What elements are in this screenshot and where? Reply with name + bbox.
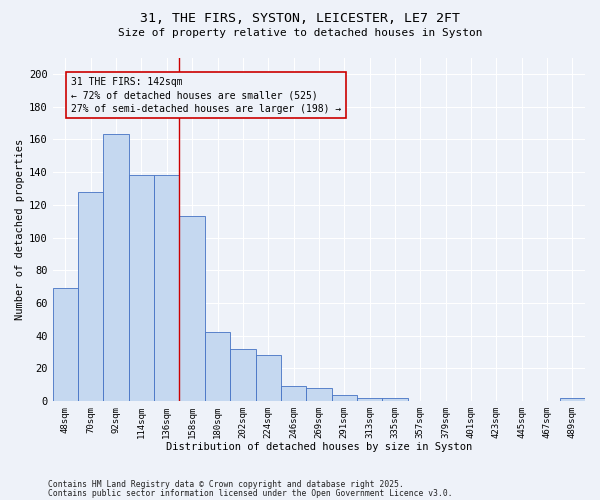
X-axis label: Distribution of detached houses by size in Syston: Distribution of detached houses by size … [166, 442, 472, 452]
Bar [53, 288, 78, 401]
Text: Contains public sector information licensed under the Open Government Licence v3: Contains public sector information licen… [48, 488, 452, 498]
Y-axis label: Number of detached properties: Number of detached properties [15, 138, 25, 320]
Bar [382, 398, 407, 401]
Bar [129, 176, 154, 401]
Text: Contains HM Land Registry data © Crown copyright and database right 2025.: Contains HM Land Registry data © Crown c… [48, 480, 404, 489]
Bar [154, 176, 179, 401]
Text: 31, THE FIRS, SYSTON, LEICESTER, LE7 2FT: 31, THE FIRS, SYSTON, LEICESTER, LE7 2FT [140, 12, 460, 26]
Text: Size of property relative to detached houses in Syston: Size of property relative to detached ho… [118, 28, 482, 38]
Bar [306, 388, 332, 401]
Bar [256, 356, 281, 401]
Bar [560, 398, 585, 401]
Text: 31 THE FIRS: 142sqm
← 72% of detached houses are smaller (525)
27% of semi-detac: 31 THE FIRS: 142sqm ← 72% of detached ho… [71, 77, 341, 114]
Bar [103, 134, 129, 401]
Bar [281, 386, 306, 401]
Bar [357, 398, 382, 401]
Bar [205, 332, 230, 401]
Bar [332, 394, 357, 401]
Bar [179, 216, 205, 401]
Bar [78, 192, 103, 401]
Bar [230, 349, 256, 401]
